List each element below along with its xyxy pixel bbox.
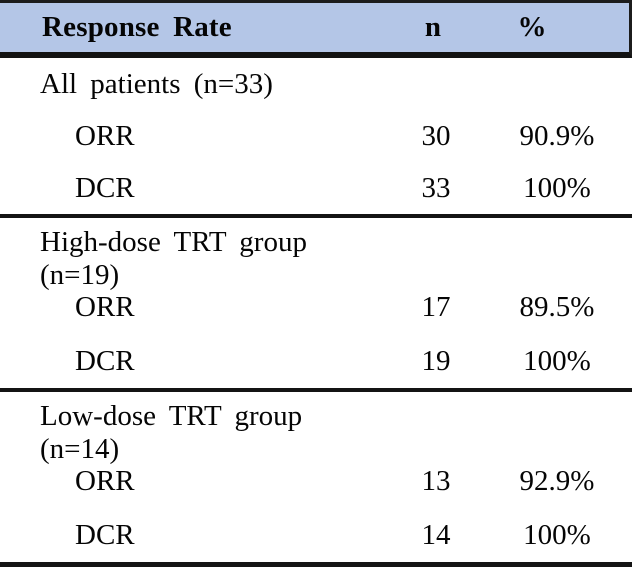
header-n: n [424,11,442,43]
group-row: Low-dose TRT group (n=14) [0,400,632,465]
cell-n: 13 [421,464,451,497]
header-percent: % [517,11,547,43]
group-label-high-dose: High-dose TRT group (n=19) [40,226,307,291]
row-label: ORR [75,119,135,152]
group-label-all-patients: All patients (n=33) [40,67,273,100]
table-row-orr: ORR 30 90.9% [0,110,632,162]
table-row-dcr: DCR 33 100% [0,162,632,214]
table-row-dcr: DCR 14 100% [0,508,632,562]
group-label-low-dose: Low-dose TRT group (n=14) [40,400,303,465]
table-row-orr: ORR 17 89.5% [0,280,632,334]
table-row-dcr: DCR 19 100% [0,334,632,388]
cell-percent: 100% [523,518,591,551]
section-low-dose: Low-dose TRT group (n=14) ORR 13 92.9% D… [0,392,632,567]
cell-n: 19 [421,344,451,377]
cell-n: 17 [421,290,451,323]
table-row-orr: ORR 13 92.9% [0,454,632,508]
row-label: ORR [75,290,135,323]
cell-n: 33 [421,171,451,204]
section-all-patients: All patients (n=33) ORR 30 90.9% DCR 33 … [0,58,632,218]
cell-n: 30 [421,119,451,152]
row-label: ORR [75,464,135,497]
header-response-rate: Response Rate [42,11,232,43]
cell-percent: 92.9% [519,464,595,497]
row-label: DCR [75,518,135,551]
table-header-row: Response Rate n % [0,0,632,58]
cell-percent: 100% [523,171,591,204]
section-high-dose: High-dose TRT group (n=19) ORR 17 89.5% … [0,218,632,392]
cell-percent: 90.9% [519,119,595,152]
row-label: DCR [75,171,135,204]
cell-n: 14 [421,518,451,551]
row-label: DCR [75,344,135,377]
cell-percent: 100% [523,344,591,377]
group-row: All patients (n=33) [0,58,632,110]
group-row: High-dose TRT group (n=19) [0,226,632,291]
cell-percent: 89.5% [519,290,595,323]
